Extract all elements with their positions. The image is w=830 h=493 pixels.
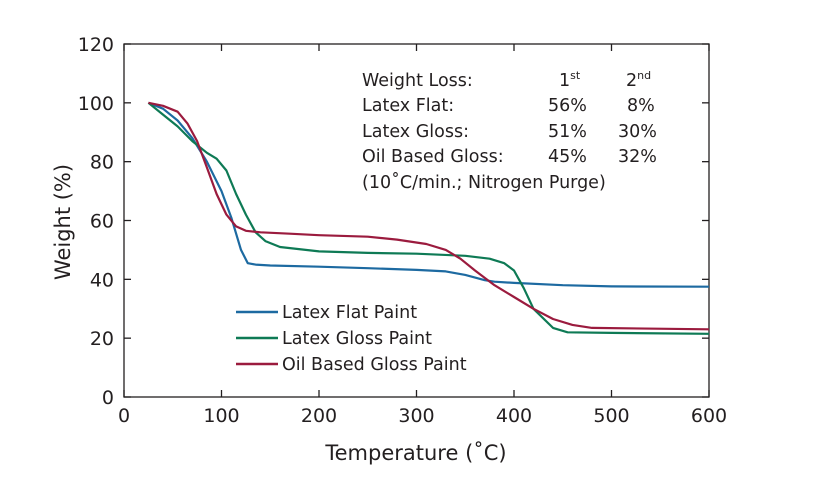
legend-label: Latex Gloss Paint (282, 329, 432, 349)
annotation-row-value-2: 32% (618, 147, 657, 167)
annotation-row-label: Oil Based Gloss: (362, 147, 504, 167)
legend-label: Oil Based Gloss Paint (282, 355, 467, 375)
x-tick-label: 100 (203, 405, 239, 427)
y-tick-label: 100 (78, 93, 114, 115)
legend: Latex Flat Paint Latex Gloss Paint Oil Bas… (236, 303, 467, 375)
annotation-col1-header: 1st (559, 69, 581, 91)
annotation-col2-header: 2nd (626, 69, 651, 91)
annotation-row-label: Latex Gloss: (362, 122, 469, 142)
y-tick-label: 60 (90, 211, 114, 233)
y-tick-label: 80 (90, 152, 114, 174)
x-tick-label: 300 (398, 405, 434, 427)
y-axis-ticks: 0 20 40 60 80 100 120 (78, 34, 709, 409)
y-tick-label: 0 (102, 387, 114, 409)
annotation-row-value-2: 30% (618, 122, 657, 142)
annotation-header-label: Weight Loss: (362, 71, 473, 91)
x-axis-label: Temperature (˚C) (324, 441, 506, 465)
y-axis-label: Weight (%) (51, 164, 75, 280)
annotation-block: Weight Loss: 1st 2nd Latex Flat: 56% 8% … (362, 69, 657, 193)
annotation-row-value-1: 56% (548, 96, 587, 116)
series-line-3 (148, 101, 710, 331)
x-axis-ticks: 0 100 200 300 400 500 600 (118, 44, 727, 427)
legend-label: Latex Flat Paint (282, 303, 417, 323)
annotation-row-value-2: 8% (627, 96, 655, 116)
x-tick-label: 400 (496, 405, 532, 427)
y-tick-label: 120 (78, 34, 114, 56)
y-tick-label: 40 (90, 269, 114, 291)
annotation-row-value-1: 51% (548, 122, 587, 142)
annotation-note: (10˚C/min.; Nitrogen Purge) (362, 172, 606, 193)
annotation-row-label: Latex Flat: (362, 96, 454, 116)
x-tick-label: 200 (301, 405, 337, 427)
x-tick-label: 500 (593, 405, 629, 427)
annotation-row-value-1: 45% (548, 147, 587, 167)
x-tick-label: 600 (691, 405, 727, 427)
series-lines (147, 101, 710, 335)
x-tick-label: 0 (118, 405, 130, 427)
y-tick-label: 20 (90, 328, 114, 350)
